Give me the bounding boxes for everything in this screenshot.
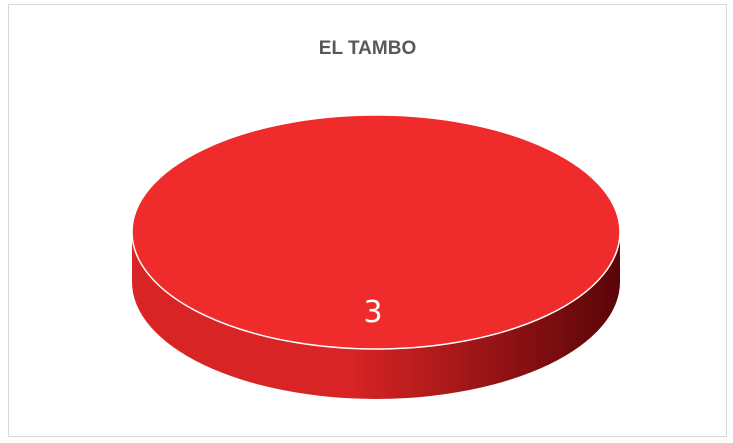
chart-title: EL TAMBO — [318, 38, 417, 59]
data-label: 3 — [363, 295, 382, 330]
pie-slice-top — [131, 114, 621, 350]
pie-slice-side — [132, 232, 620, 399]
